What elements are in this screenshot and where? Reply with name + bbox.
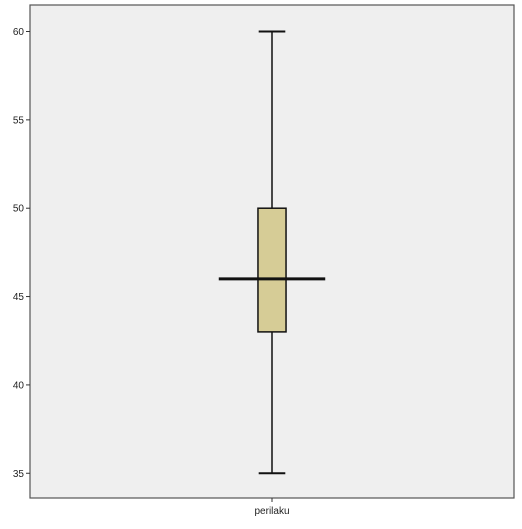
y-tick-label: 40 [13,380,25,391]
x-tick-label: perilaku [254,506,289,517]
y-tick-label: 35 [13,469,25,480]
iqr-box [257,207,287,333]
x-axis: perilaku [254,498,290,517]
y-tick-label: 55 [13,115,25,126]
box-series [218,30,326,475]
y-tick-label: 60 [13,27,25,38]
y-tick-label: 50 [13,204,25,215]
y-tick-label: 45 [13,292,25,303]
y-axis: 35 40 45 50 55 60 [13,27,30,480]
